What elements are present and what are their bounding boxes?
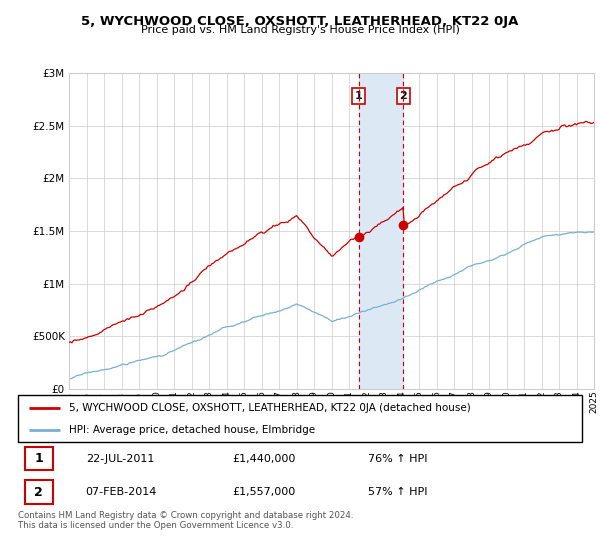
- FancyBboxPatch shape: [18, 395, 582, 442]
- Text: Contains HM Land Registry data © Crown copyright and database right 2024.
This d: Contains HM Land Registry data © Crown c…: [18, 511, 353, 530]
- Text: 1: 1: [34, 452, 43, 465]
- Text: HPI: Average price, detached house, Elmbridge: HPI: Average price, detached house, Elmb…: [69, 424, 315, 435]
- Text: £1,557,000: £1,557,000: [232, 487, 296, 497]
- Text: Price paid vs. HM Land Registry's House Price Index (HPI): Price paid vs. HM Land Registry's House …: [140, 25, 460, 35]
- Text: £1,440,000: £1,440,000: [232, 454, 296, 464]
- FancyBboxPatch shape: [25, 447, 53, 470]
- Text: 5, WYCHWOOD CLOSE, OXSHOTT, LEATHERHEAD, KT22 0JA: 5, WYCHWOOD CLOSE, OXSHOTT, LEATHERHEAD,…: [82, 15, 518, 27]
- Text: 22-JUL-2011: 22-JUL-2011: [86, 454, 154, 464]
- Bar: [359, 73, 403, 389]
- FancyBboxPatch shape: [25, 480, 53, 503]
- Text: 5, WYCHWOOD CLOSE, OXSHOTT, LEATHERHEAD, KT22 0JA (detached house): 5, WYCHWOOD CLOSE, OXSHOTT, LEATHERHEAD,…: [69, 403, 470, 413]
- Text: 76% ↑ HPI: 76% ↑ HPI: [368, 454, 427, 464]
- Text: 2: 2: [400, 91, 407, 101]
- Text: 07-FEB-2014: 07-FEB-2014: [86, 487, 157, 497]
- Text: 1: 1: [355, 91, 362, 101]
- Text: 57% ↑ HPI: 57% ↑ HPI: [368, 487, 427, 497]
- Text: 2: 2: [34, 486, 43, 498]
